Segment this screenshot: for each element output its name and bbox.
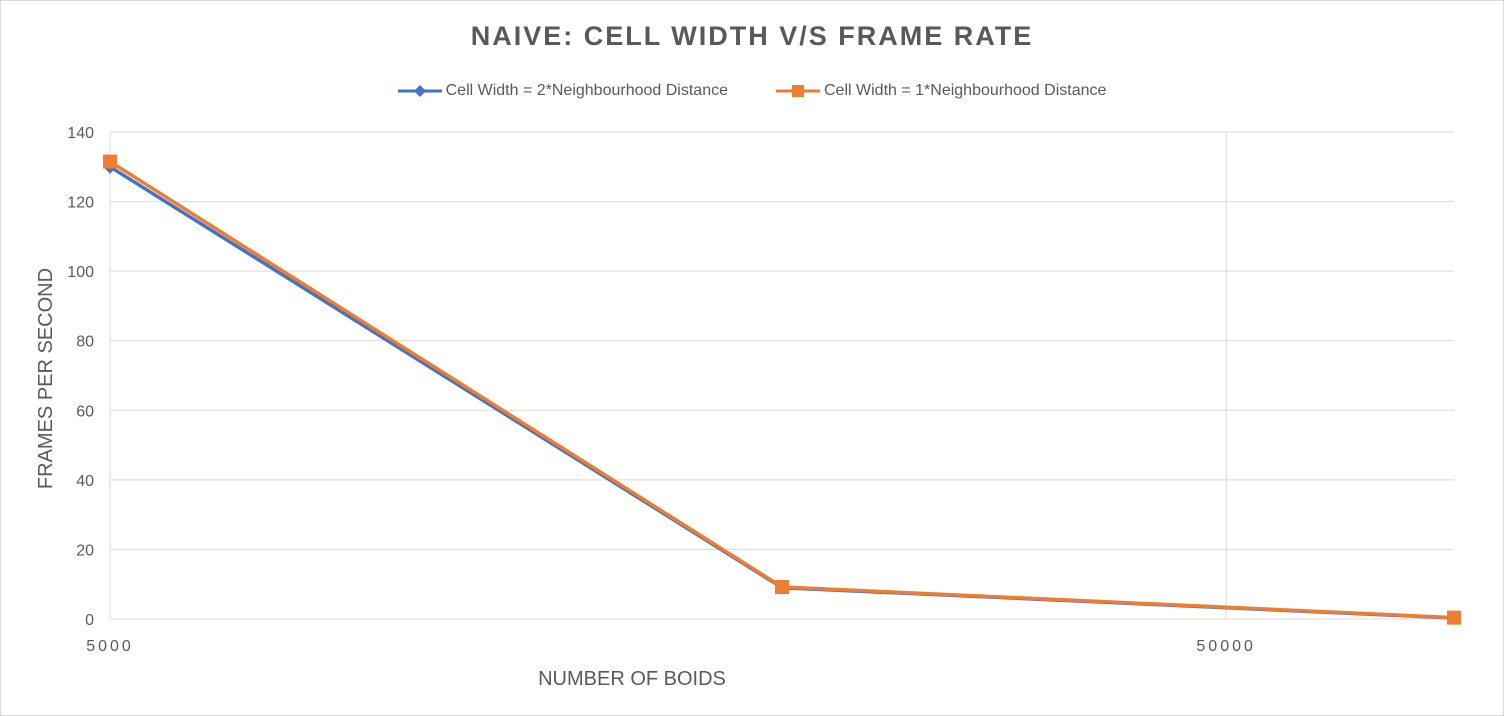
- y-tick-label: 80: [76, 334, 94, 351]
- legend-item-series-1: Cell Width = 2*Neighbourhood Distance: [397, 81, 728, 101]
- y-tick-label: 0: [85, 612, 94, 629]
- y-tick-label: 60: [76, 403, 94, 420]
- series-line-1: [109, 165, 1455, 620]
- legend-marker-series-1: [397, 85, 442, 97]
- y-tick-label: 40: [76, 473, 94, 490]
- legend-item-series-2: Cell Width = 1*Neighbourhood Distance: [776, 81, 1106, 101]
- legend-label-series-1: Cell Width = 2*Neighbourhood Distance: [445, 82, 728, 99]
- series-2-point: [1447, 610, 1461, 625]
- legend: Cell Width = 2*Neighbourhood Distance Ce…: [1, 81, 1503, 101]
- x-tick-label: 50000: [1196, 638, 1256, 655]
- y-axis-label: FRAMES PER SECOND: [35, 268, 57, 489]
- y-tick-label: 120: [67, 195, 94, 212]
- chart-title: NAIVE: CELL WIDTH V/S FRAME RATE: [470, 21, 1034, 51]
- y-tick-label: 20: [76, 542, 94, 559]
- legend-label-series-2: Cell Width = 1*Neighbourhood Distance: [824, 82, 1107, 99]
- y-tick-label: 100: [67, 264, 94, 281]
- x-tick-label: 5000: [86, 638, 134, 655]
- legend-marker-series-2: [776, 85, 820, 97]
- series-2-point: [103, 154, 117, 169]
- series-2-point: [775, 579, 789, 594]
- x-axis-label: NUMBER OF BOIDS: [538, 668, 726, 690]
- y-tick-label: 140: [67, 125, 94, 142]
